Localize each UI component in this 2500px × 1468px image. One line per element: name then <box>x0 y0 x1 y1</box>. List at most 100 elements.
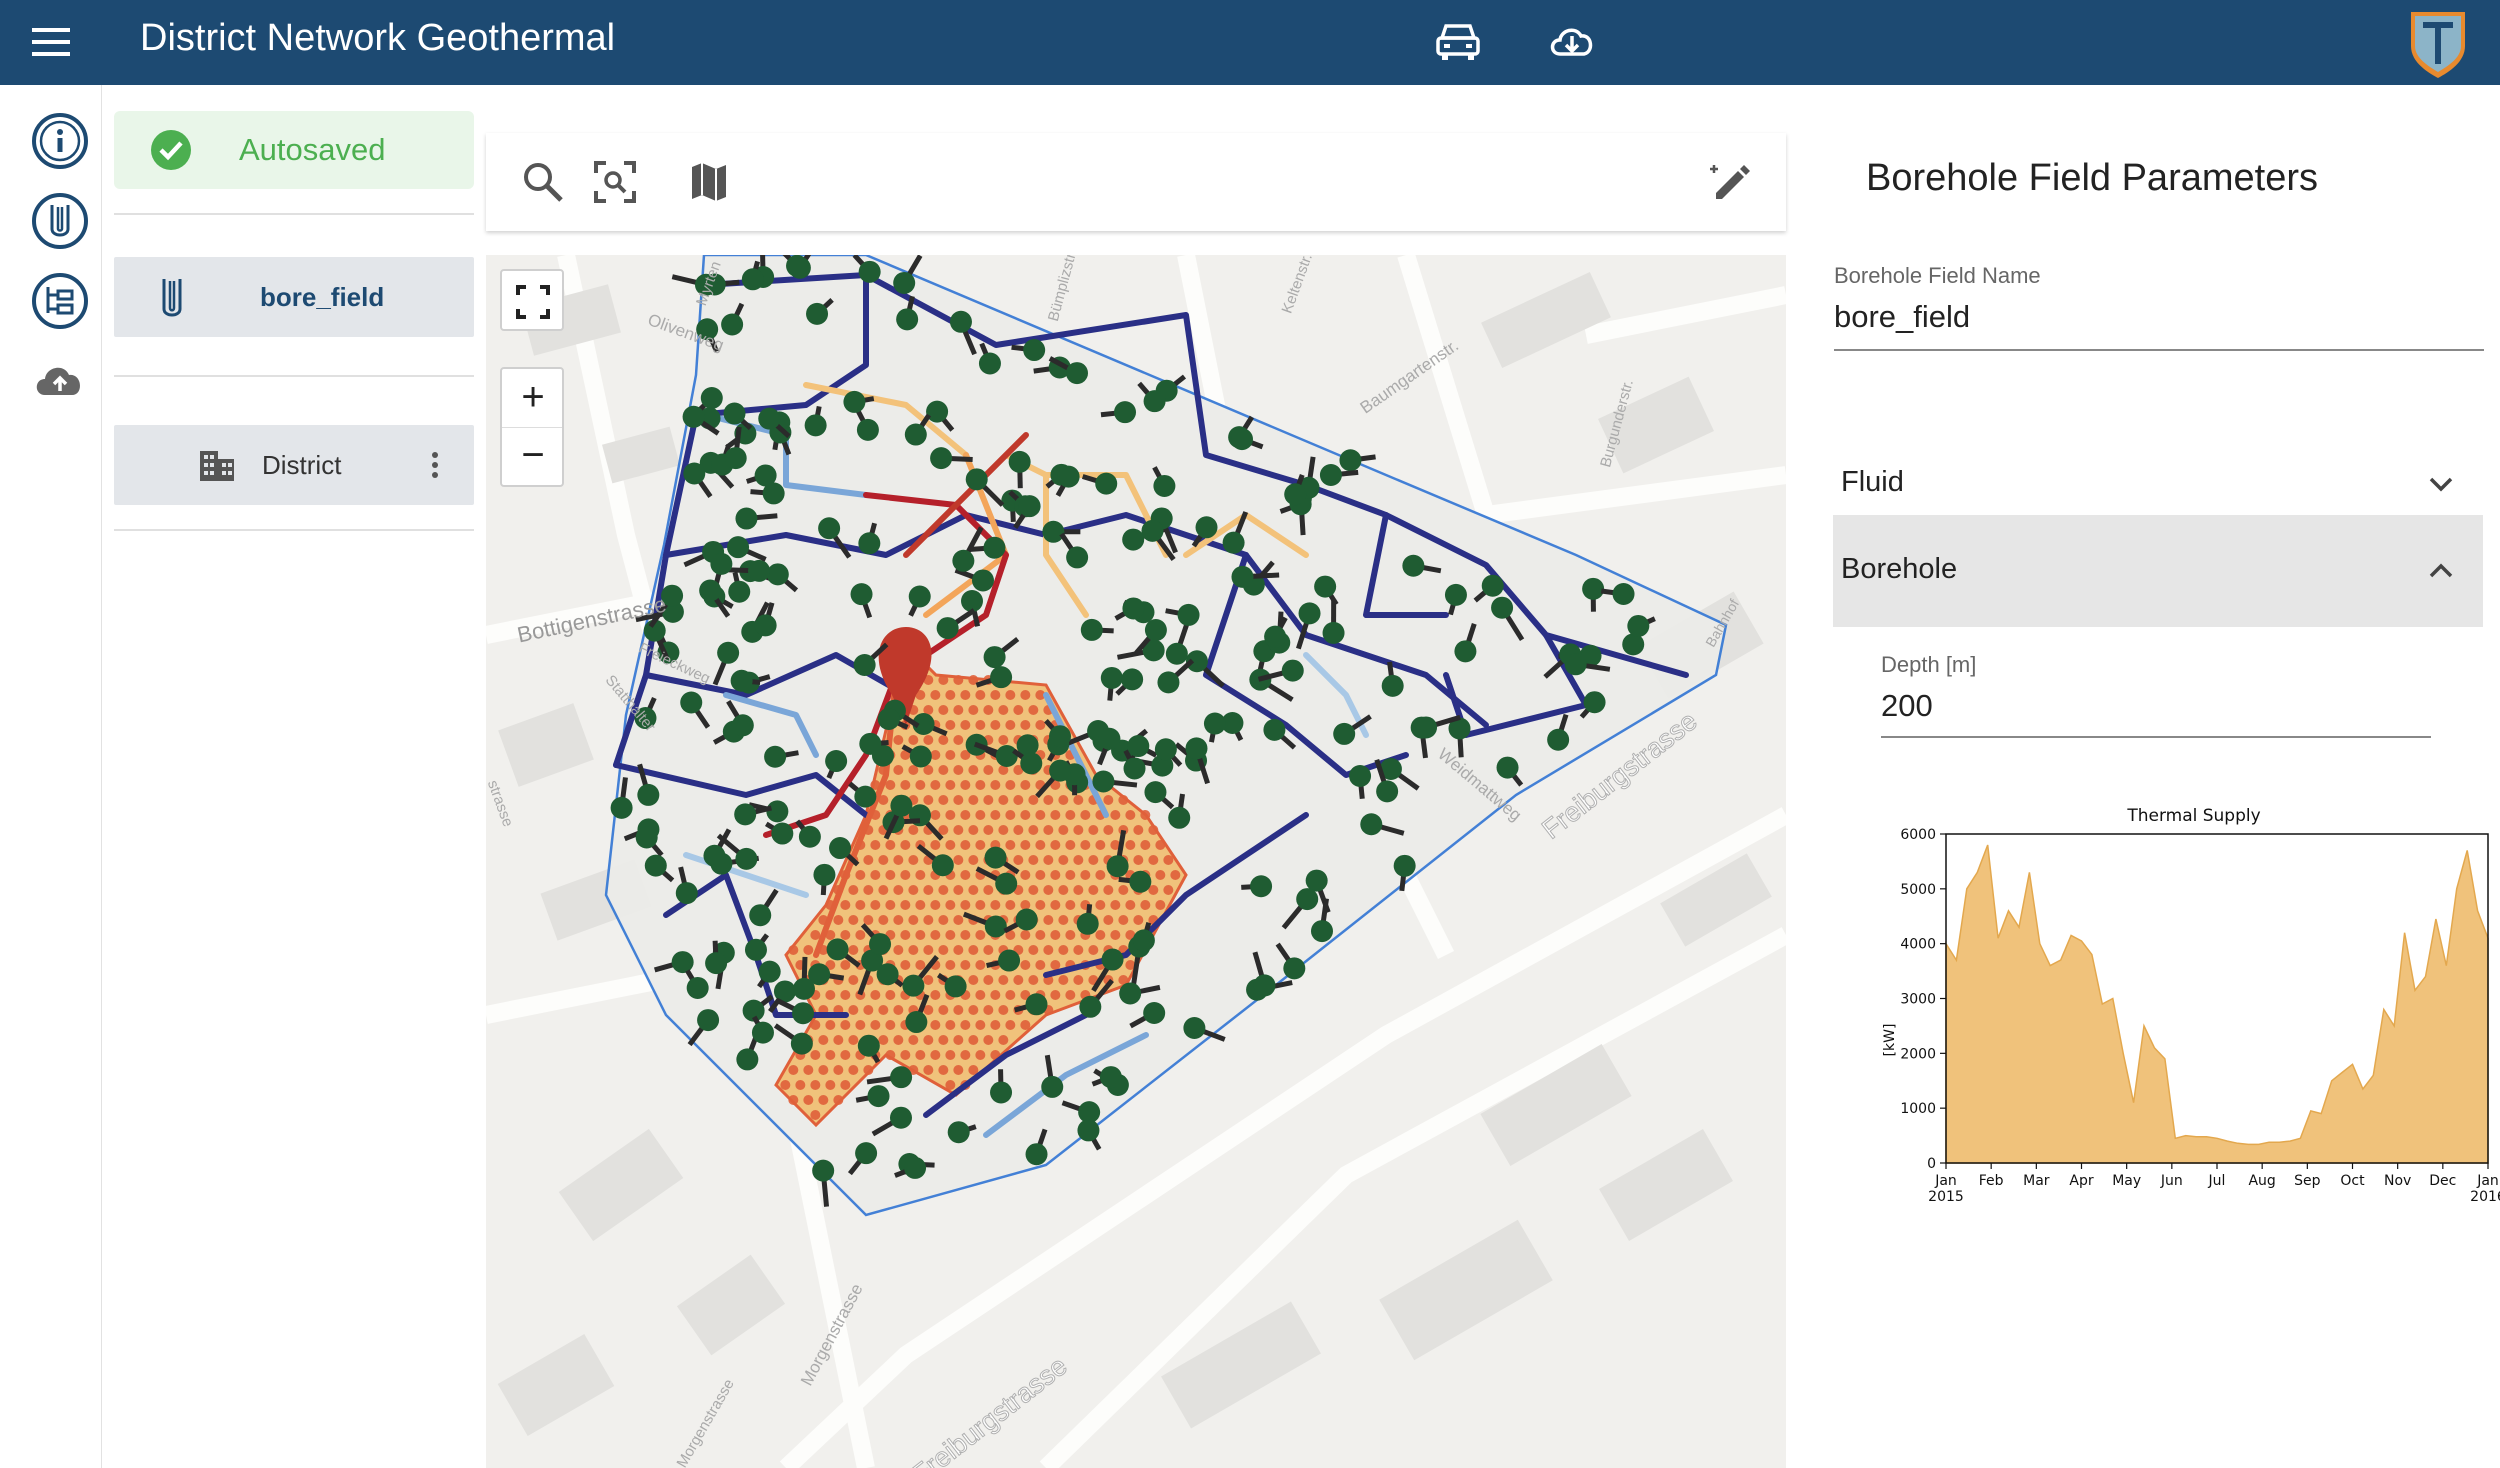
building-node[interactable] <box>727 536 750 559</box>
building-node[interactable] <box>1129 870 1152 893</box>
building-node[interactable] <box>758 960 781 983</box>
building-node[interactable] <box>1098 727 1121 750</box>
menu-icon[interactable] <box>30 22 74 62</box>
building-node[interactable] <box>1564 653 1587 676</box>
building-node[interactable] <box>1454 640 1477 663</box>
building-node[interactable] <box>1100 666 1123 689</box>
zoom-in-button[interactable]: + <box>521 375 545 419</box>
building-node[interactable] <box>1444 583 1467 606</box>
building-node[interactable] <box>995 872 1018 895</box>
building-node[interactable] <box>671 951 694 974</box>
building-node[interactable] <box>1165 642 1188 665</box>
building-node[interactable] <box>949 310 972 333</box>
building-node[interactable] <box>1185 737 1208 760</box>
building-node[interactable] <box>853 653 876 676</box>
building-node[interactable] <box>766 800 789 823</box>
building-node[interactable] <box>1583 691 1606 714</box>
building-node[interactable] <box>764 745 787 768</box>
building-node[interactable] <box>1298 602 1321 625</box>
building-node[interactable] <box>717 641 740 664</box>
building-node[interactable] <box>749 904 772 927</box>
building-node[interactable] <box>1122 597 1145 620</box>
building-node[interactable] <box>1322 621 1345 644</box>
building-node[interactable] <box>947 1121 970 1144</box>
building-node[interactable] <box>1119 982 1142 1005</box>
borehole-icon[interactable] <box>30 191 90 251</box>
building-node[interactable] <box>1296 888 1319 911</box>
building-node[interactable] <box>856 418 879 441</box>
building-node[interactable] <box>1393 854 1416 877</box>
building-node[interactable] <box>1049 759 1072 782</box>
building-node[interactable] <box>742 999 765 1022</box>
building-node[interactable] <box>995 745 1018 768</box>
building-node[interactable] <box>1185 650 1208 673</box>
building-node[interactable] <box>1142 639 1165 662</box>
building-node[interactable] <box>686 976 709 999</box>
building-node[interactable] <box>1020 752 1043 775</box>
building-node[interactable] <box>644 854 667 877</box>
building-node[interactable] <box>876 963 899 986</box>
building-node[interactable] <box>858 260 881 283</box>
building-node[interactable] <box>758 407 781 430</box>
building-node[interactable] <box>1106 855 1129 878</box>
building-node[interactable] <box>1018 495 1041 518</box>
building-node[interactable] <box>1349 764 1372 787</box>
accordion-fluid[interactable]: Fluid <box>1833 466 2483 578</box>
building-node[interactable] <box>792 977 815 1000</box>
building-node[interactable] <box>675 882 698 905</box>
building-node[interactable] <box>804 414 827 437</box>
building-node[interactable] <box>1222 531 1245 554</box>
building-node[interactable] <box>1281 659 1304 682</box>
building-node[interactable] <box>1253 974 1276 997</box>
building-node[interactable] <box>1283 957 1306 980</box>
building-node[interactable] <box>792 1002 815 1025</box>
building-node[interactable] <box>1025 993 1048 1016</box>
building-node[interactable] <box>912 713 935 736</box>
building-node[interactable] <box>697 1009 720 1032</box>
name-field[interactable]: bore_field <box>1834 299 1971 334</box>
building-node[interactable] <box>1153 474 1176 497</box>
fullscreen-icon[interactable] <box>516 285 550 319</box>
building-node[interactable] <box>1049 725 1072 748</box>
search-icon[interactable] <box>520 159 566 205</box>
building-node[interactable] <box>754 464 777 487</box>
building-node[interactable] <box>1079 995 1102 1018</box>
building-node[interactable] <box>721 313 744 336</box>
building-node[interactable] <box>965 468 988 491</box>
building-node[interactable] <box>1264 625 1287 648</box>
building-database-icon[interactable] <box>1432 18 1484 64</box>
building-node[interactable] <box>1122 528 1145 551</box>
building-node[interactable] <box>771 822 794 845</box>
building-node[interactable] <box>703 273 726 296</box>
building-node[interactable] <box>634 707 657 730</box>
building-node[interactable] <box>1310 920 1333 943</box>
building-node[interactable] <box>1177 603 1200 626</box>
building-node[interactable] <box>869 933 892 956</box>
building-node[interactable] <box>1448 717 1471 740</box>
building-node[interactable] <box>734 803 757 826</box>
building-node[interactable] <box>1481 574 1504 597</box>
building-node[interactable] <box>902 974 925 997</box>
building-node[interactable] <box>1132 929 1155 952</box>
building-node[interactable] <box>818 517 841 540</box>
building-node[interactable] <box>1080 618 1103 641</box>
building-node[interactable] <box>699 579 722 602</box>
building-node[interactable] <box>724 447 747 470</box>
building-node[interactable] <box>798 825 821 848</box>
building-node[interactable] <box>751 1021 774 1044</box>
sidebar-item-bore-field[interactable]: bore_field <box>114 257 474 337</box>
cloud-upload-icon[interactable] <box>30 351 90 411</box>
building-node[interactable] <box>926 400 949 423</box>
building-node[interactable] <box>696 318 719 341</box>
building-node[interactable] <box>705 952 728 975</box>
building-node[interactable] <box>1076 912 1099 935</box>
building-node[interactable] <box>728 580 751 603</box>
building-node[interactable] <box>730 669 753 692</box>
building-node[interactable] <box>1023 339 1046 362</box>
building-node[interactable] <box>766 563 789 586</box>
building-node[interactable] <box>1339 449 1362 472</box>
more-vert-icon[interactable] <box>430 451 440 479</box>
building-node[interactable] <box>825 750 848 773</box>
building-node[interactable] <box>1154 738 1177 761</box>
building-node[interactable] <box>893 271 916 294</box>
